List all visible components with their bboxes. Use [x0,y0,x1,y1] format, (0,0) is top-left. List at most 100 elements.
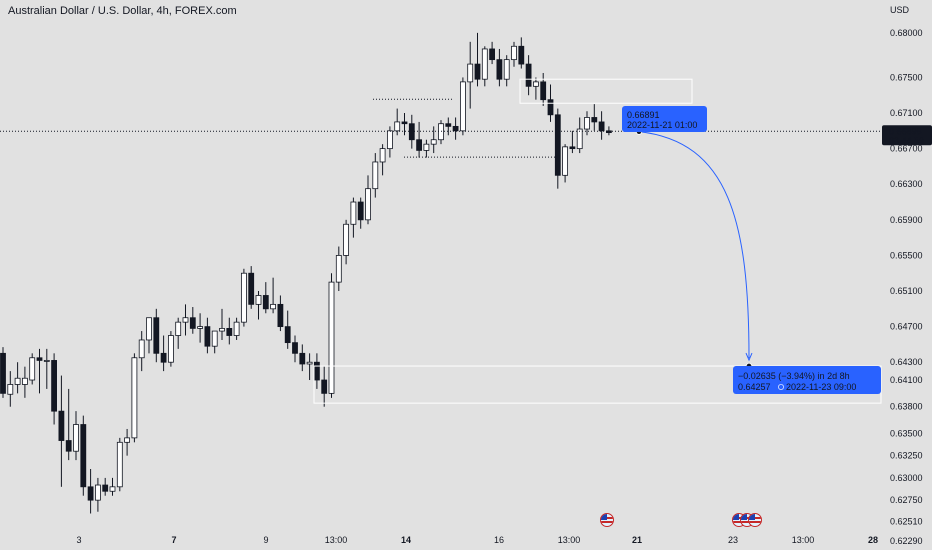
target-price-datetime: 2022-11-23 09:00 [786,382,856,392]
candle [292,335,298,363]
bull-candle-body [131,357,138,439]
us-flag-icon[interactable] [600,513,614,527]
candle [416,121,423,158]
candle [525,55,532,96]
bear-candle-body [540,81,547,101]
candle [445,117,452,136]
bear-candle-body [36,357,43,361]
price-tick-label: 0.63000 [890,473,923,483]
bear-candle-body [292,342,298,354]
current-price-badge-bg [882,125,932,146]
bull-candle-body [211,330,218,347]
candles-layer [0,32,612,514]
candle [146,317,152,354]
candle [43,348,50,389]
candle [240,268,247,327]
bear-candle-body [606,130,612,134]
bull-candle-body [116,441,123,488]
bull-candle-body [459,81,466,132]
bull-candle-body [386,130,393,150]
candle [73,411,79,461]
bull-candle-body [14,377,21,385]
candle [211,330,218,354]
bull-candle-body [73,424,79,452]
bull-candle-body [343,223,350,256]
candle [511,41,517,67]
bull-candle-body [328,281,335,394]
bear-candle-body [416,139,423,151]
candle [350,197,357,238]
candle [182,304,189,336]
bull-candle-body [182,317,189,323]
current-price-value: 0.66895 [889,126,922,136]
bear-candle-body [496,59,503,80]
bull-candle-body [423,143,430,151]
bear-candle-body [299,352,306,365]
candle [116,437,123,492]
bear-candle-body [401,121,408,125]
candle [584,111,590,136]
candle [80,415,87,496]
candle [554,108,561,189]
price-tick-label: 0.65900 [890,215,923,225]
us-flag-icon[interactable] [748,513,762,527]
candle [160,335,167,372]
bull-candle-body [365,188,371,221]
bear-candle-body [547,99,554,116]
bear-candle-body [313,361,320,381]
price-tick-label: 0.64100 [890,375,923,385]
price-tick-label: 0.65100 [890,286,923,296]
candle [299,344,306,372]
time-tick-label: 28 [868,535,878,545]
candle [153,308,160,363]
candle [503,55,510,87]
candle [518,37,525,69]
currency-label: USD [890,5,910,15]
time-axis: 3 7 9 13:00 14 16 13:00 21 23 13:00 28 [76,535,878,545]
bear-candle-body [248,272,255,305]
bull-candle-body [167,335,174,363]
bull-candle-body [43,360,50,362]
target-label-bg [733,366,881,394]
clock-icon [778,383,785,390]
bull-candle-body [270,303,277,310]
candle [131,353,138,443]
bear-candle-body [58,410,65,441]
target-change-text: −0.02635 (−3.94%) in 2d 8h [738,371,850,381]
candle [423,139,430,158]
candle [270,277,277,314]
bear-candle-body [226,327,233,336]
candle [262,282,269,314]
candle [606,126,612,136]
bear-candle-body [452,125,459,132]
bear-candle-body [277,303,284,328]
bull-candle-body [533,81,539,87]
bear-candle-body [518,45,525,65]
bar-countdown: 03:44:59 [889,135,924,145]
bull-candle-body [219,327,225,332]
bear-candle-body [87,486,94,501]
price-tick-label: 0.63250 [890,451,923,461]
bull-candle-body [7,384,14,395]
candle [65,388,72,461]
start-label-bg [622,106,707,132]
candle [562,144,568,183]
bear-candle-body [153,317,160,354]
bull-candle-body [175,321,182,336]
bull-candle-body [511,45,517,61]
candle [204,317,211,354]
bear-candle-body [160,352,167,363]
time-tick-label: 9 [263,535,268,545]
price-tick-label: 0.62750 [890,495,923,505]
bull-candle-body [372,161,379,190]
candle [109,477,116,496]
start-price-value: 0.66891 [627,110,660,120]
bear-candle-body [204,326,211,347]
price-tick-label: 0.63800 [890,402,923,412]
bull-candle-body [467,63,474,83]
price-tick-label: 0.66300 [890,179,923,189]
price-tick-label: 0.62510 [890,517,923,527]
